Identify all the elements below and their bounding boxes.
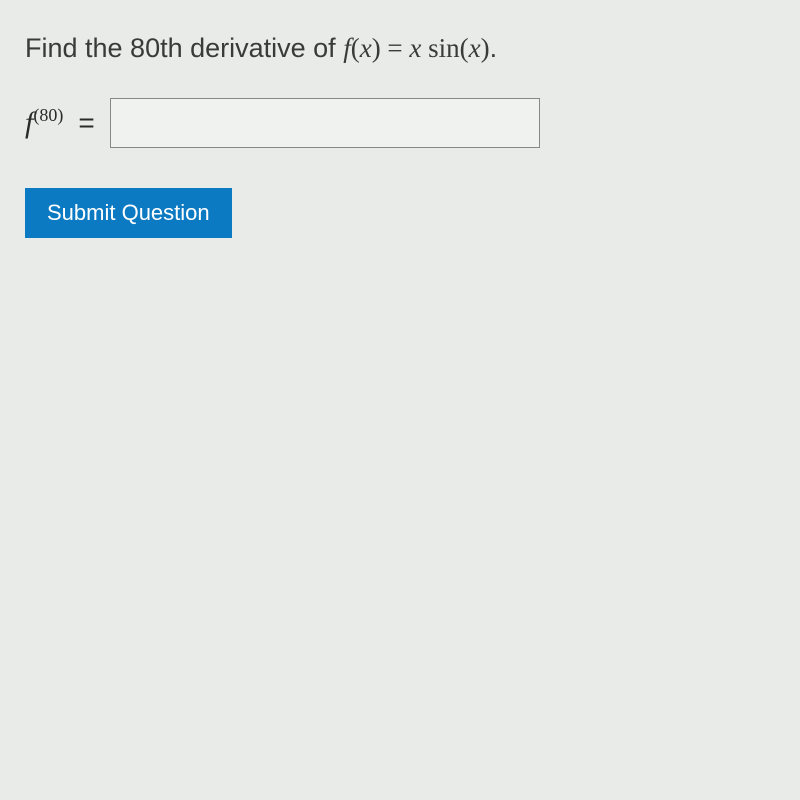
answer-input[interactable]	[110, 98, 540, 148]
question-text: Find the 80th derivative of f(x) = x sin…	[25, 30, 775, 68]
submit-button[interactable]: Submit Question	[25, 188, 232, 238]
question-suffix: .	[490, 33, 498, 63]
answer-row: f(80) =	[25, 98, 775, 148]
equals-sign: =	[78, 107, 94, 139]
question-container: Find the 80th derivative of f(x) = x sin…	[25, 30, 775, 238]
derivative-order: (80)	[33, 105, 63, 125]
question-prefix: Find the 80th derivative of	[25, 33, 343, 63]
question-function: f(x) = x sin(x)	[343, 33, 489, 63]
answer-label: f(80)	[25, 105, 63, 140]
